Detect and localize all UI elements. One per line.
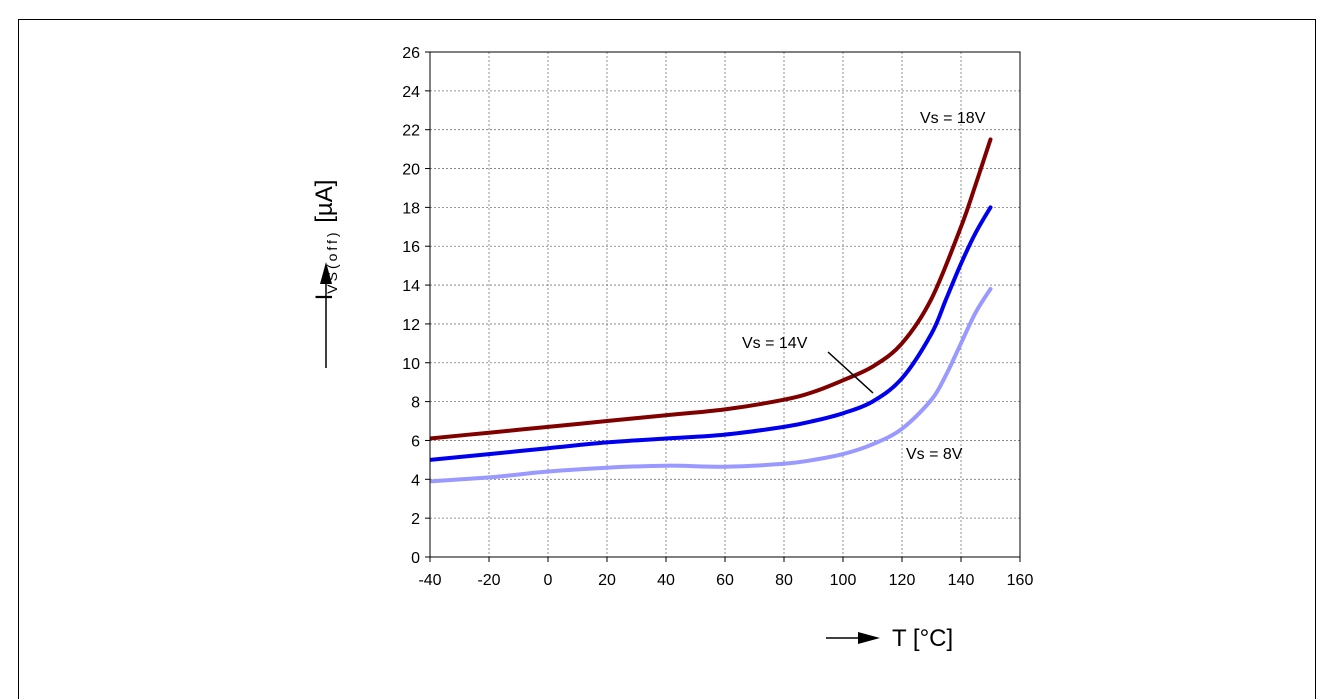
x-tick-label: 100 <box>830 572 857 589</box>
y-tick-label: 20 <box>402 162 420 179</box>
x-tick-label: 40 <box>657 572 675 589</box>
x-tick-label: 60 <box>716 572 734 589</box>
y-tick-label: 2 <box>411 511 420 528</box>
line-chart: -40 -20 0 20 40 60 80 100 120 140 160 024681012141… <box>311 45 1033 652</box>
y-tick-label: 6 <box>411 433 420 450</box>
x-tick-label: 160 <box>1007 572 1034 589</box>
annotation-vs-8v: Vs = 8V <box>906 446 963 463</box>
y-tick-label: 24 <box>402 84 420 101</box>
grid-lines <box>430 52 1020 557</box>
y-tick-label: 16 <box>402 239 420 256</box>
y-tick-label: 26 <box>402 45 420 62</box>
x-tick-label: 120 <box>889 572 916 589</box>
y-tick-label: 22 <box>402 123 420 140</box>
y-axis-arrow-head <box>320 262 332 284</box>
x-axis: -40 -20 0 20 40 60 80 100 120 140 160 <box>418 557 1033 589</box>
y-tick-label: 0 <box>411 550 420 567</box>
x-axis-title: T [°C] <box>892 625 953 652</box>
x-tick-label: 0 <box>544 572 553 589</box>
y-tick-label: 14 <box>402 278 420 295</box>
y-tick-label: 4 <box>411 472 420 489</box>
x-tick-label: -20 <box>477 572 500 589</box>
y-axis-label-base: I <box>311 294 338 301</box>
y-tick-label: 10 <box>402 356 420 373</box>
series-line-vs-14v <box>430 205 993 462</box>
y-tick-label: 12 <box>402 317 420 334</box>
x-tick-label: 80 <box>775 572 793 589</box>
figure-frame <box>18 19 1316 699</box>
y-axis-label-unit: [µA] <box>311 180 338 230</box>
series-line-vs-18v <box>430 137 993 441</box>
annotation-vs-18v: Vs = 18V <box>920 110 986 127</box>
annotation-leader-vs-14v <box>827 351 874 394</box>
series-line-vs-8v <box>430 287 993 484</box>
series-lines <box>430 137 993 484</box>
y-tick-label: 18 <box>402 200 420 217</box>
series-annotations: Vs = 18V Vs = 14V Vs = 8V <box>742 110 986 463</box>
x-tick-label: -40 <box>418 572 441 589</box>
annotation-vs-14v: Vs = 14V <box>742 335 808 352</box>
x-tick-label: 20 <box>598 572 616 589</box>
x-axis-arrow-head <box>858 632 880 644</box>
x-tick-label: 140 <box>948 572 975 589</box>
y-tick-label: 8 <box>411 395 420 412</box>
